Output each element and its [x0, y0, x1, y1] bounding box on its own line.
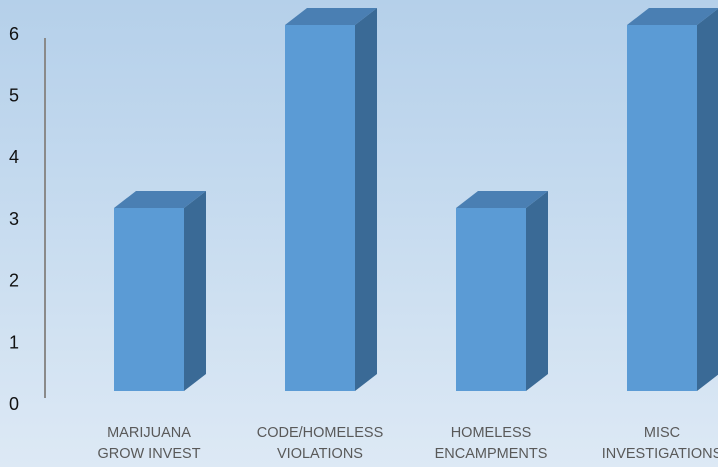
- bar-front-face: [114, 208, 184, 391]
- x-category-label-line: MARIJUANA: [107, 425, 191, 441]
- x-category-label-3: HOMELESS ENCAMPMENTS: [435, 425, 548, 462]
- bar-side-face: [697, 8, 718, 391]
- bar-front-face: [285, 25, 355, 391]
- y-axis-ticks: 0 1 2 3 4 5 6: [9, 24, 19, 414]
- x-category-label-4: MISC INVESTIGATIONS: [602, 425, 718, 462]
- y-tick-label-0: 0: [9, 394, 19, 414]
- x-axis-labels: MARIJUANA GROW INVEST CODE/HOMELESS VIOLATI…: [97, 425, 718, 462]
- bar-3: [456, 191, 548, 391]
- bar-2: [285, 8, 377, 391]
- bar-top-face: [114, 191, 206, 208]
- bars: [114, 8, 718, 391]
- bar-1: [114, 191, 206, 391]
- bar-side-face: [355, 8, 377, 391]
- bar-top-face: [627, 8, 718, 25]
- bar-top-face: [285, 8, 377, 25]
- x-category-label-line: VIOLATIONS: [277, 446, 363, 462]
- bar-side-face: [184, 191, 206, 391]
- y-tick-label-4: 4: [9, 147, 19, 167]
- x-category-label-2: CODE/HOMELESS VIOLATIONS: [257, 425, 384, 462]
- bar-front-face: [456, 208, 526, 391]
- bar-front-face: [627, 25, 697, 391]
- x-category-label-1: MARIJUANA GROW INVEST: [97, 425, 200, 462]
- y-tick-label-2: 2: [9, 271, 19, 291]
- y-tick-label-5: 5: [9, 86, 19, 106]
- x-category-label-line: ENCAMPMENTS: [435, 446, 548, 462]
- x-category-label-line: MISC: [644, 425, 680, 441]
- bar-4: [627, 8, 718, 391]
- y-tick-label-3: 3: [9, 209, 19, 229]
- x-category-label-line: INVESTIGATIONS: [602, 446, 718, 462]
- y-tick-label-6: 6: [9, 24, 19, 44]
- y-tick-label-1: 1: [9, 332, 19, 352]
- x-category-label-line: HOMELESS: [451, 425, 532, 441]
- x-category-label-line: CODE/HOMELESS: [257, 425, 384, 441]
- x-category-label-line: GROW INVEST: [97, 446, 200, 462]
- bar-top-face: [456, 191, 548, 208]
- bar-side-face: [526, 191, 548, 391]
